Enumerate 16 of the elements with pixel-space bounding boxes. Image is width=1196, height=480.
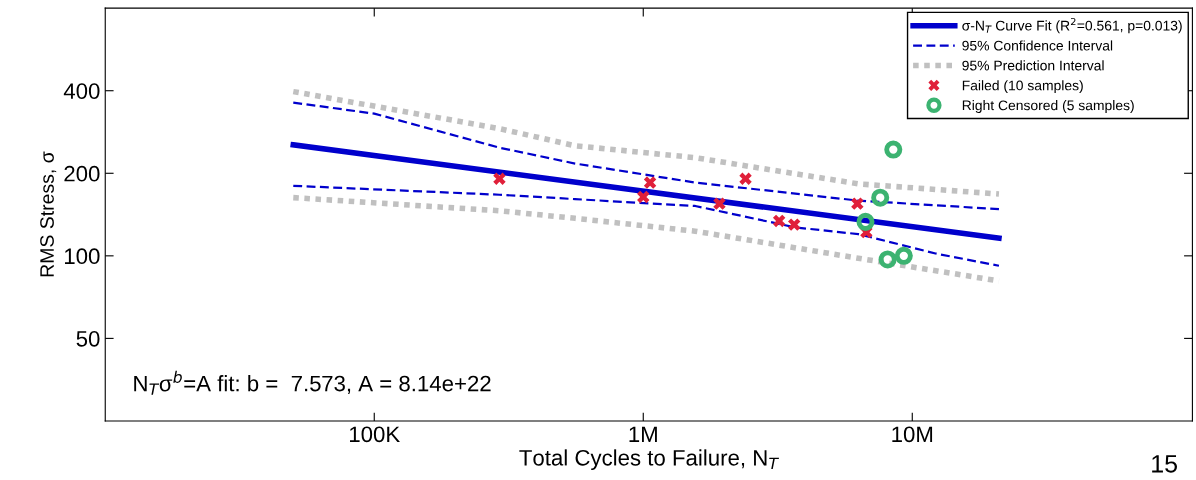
y-tick-label: 200 bbox=[64, 165, 100, 182]
legend-label: 95% Prediction Interval bbox=[962, 60, 1104, 71]
y-tick-label: 50 bbox=[76, 330, 100, 347]
x-axis-title: Total Cycles to Failure, N$_{T}$ bbox=[519, 449, 780, 471]
y-tick-label: 400 bbox=[63, 83, 100, 99]
x-tick-label: 100K bbox=[350, 426, 400, 443]
legend-label: Right Censored (5 samples) bbox=[962, 100, 1134, 113]
x-tick-label: 1M bbox=[629, 426, 657, 442]
legend-label: σ-N$_{T}$ Curve Fit (R$^{2}$=0.561, p=0.013) bbox=[962, 17, 1182, 34]
legend-label: Failed (10 samples) bbox=[962, 80, 1083, 94]
legend-label: 95% Confidence Interval bbox=[962, 40, 1113, 51]
y-axis-title: RMS Stress, σ bbox=[40, 151, 57, 277]
annotation: N$_{T}$σ$^{b}$=A fit: b = 7.573, A = 8.14e+22 bbox=[134, 370, 491, 395]
text: 15 bbox=[1152, 455, 1178, 473]
x-tick-label: 10M bbox=[892, 426, 933, 443]
y-tick-label: 100 bbox=[65, 248, 100, 265]
